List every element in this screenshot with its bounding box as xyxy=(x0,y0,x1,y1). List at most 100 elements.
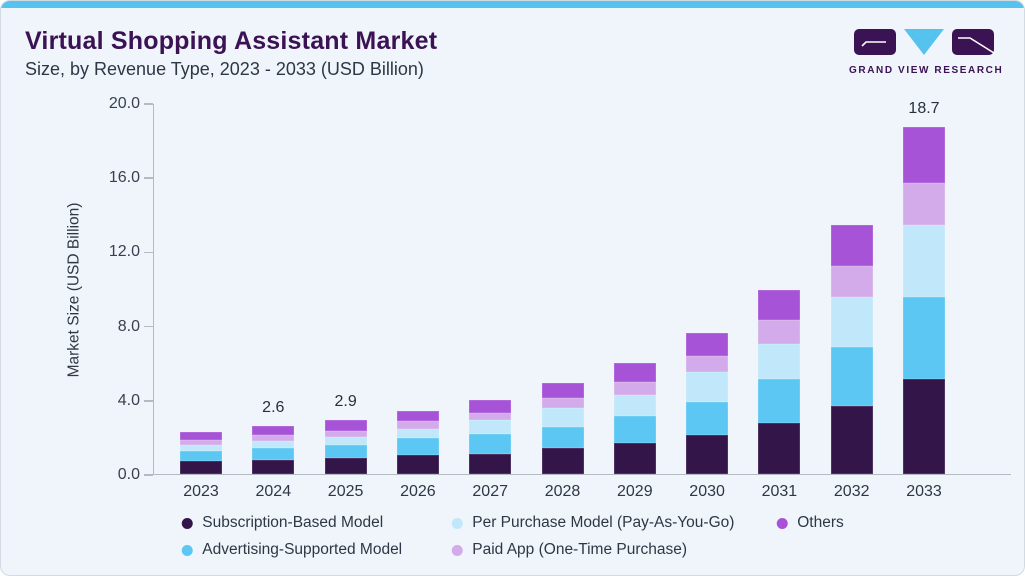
legend-item: Subscription-Based Model xyxy=(181,510,451,536)
bar-segment xyxy=(324,431,367,437)
y-axis-tick-label: 0.0 xyxy=(117,466,140,483)
grand-view-research-logo: GRAND VIEW RESEARCH xyxy=(849,27,1004,76)
bar-segment xyxy=(541,397,584,409)
x-axis-category-label: 2032 xyxy=(833,483,870,500)
top-accent-bar xyxy=(1,1,1024,8)
y-axis-tick-label: 16.0 xyxy=(108,169,140,187)
bar-segment xyxy=(903,296,945,380)
y-axis-tick xyxy=(144,400,153,402)
bar-segment xyxy=(252,460,295,474)
bar-segment xyxy=(180,431,222,440)
y-axis-tick-label: 8.0 xyxy=(117,317,140,335)
bar-segment xyxy=(252,425,295,436)
bar-segment xyxy=(469,412,512,421)
logo-wordmark: GRAND VIEW RESEARCH xyxy=(849,65,1004,76)
bar-segment xyxy=(758,344,801,380)
bar-segment xyxy=(613,395,656,416)
bar-segment xyxy=(469,420,512,435)
legend-color-dot xyxy=(181,544,193,556)
bar-segment xyxy=(180,444,222,451)
bar-segment xyxy=(903,225,945,297)
bar-segment xyxy=(396,429,439,438)
y-axis-title: Market Size (USD Billion) xyxy=(63,104,85,475)
bar-segment xyxy=(324,436,367,446)
legend-color-dot xyxy=(181,517,193,529)
bar-segment xyxy=(830,406,873,474)
bar-segment xyxy=(469,453,512,474)
page-subtitle: Size, by Revenue Type, 2023 - 2033 (USD … xyxy=(25,59,424,79)
legend-label: Subscription-Based Model xyxy=(202,514,384,531)
legend-label: Paid App (One-Time Purchase) xyxy=(472,541,688,558)
legend-label: Advertising-Supported Model xyxy=(202,541,403,558)
y-axis-tick xyxy=(144,474,153,476)
bar-segment xyxy=(396,421,439,430)
bar-segment xyxy=(252,448,295,461)
bar-segment xyxy=(469,434,512,454)
x-axis-category-label: 2030 xyxy=(689,483,725,500)
bar-segment xyxy=(686,371,729,402)
bar-segment xyxy=(903,379,945,474)
bar-segment xyxy=(541,448,584,474)
y-axis-title-text: Market Size (USD Billion) xyxy=(65,202,83,377)
bar-segment xyxy=(252,440,295,449)
y-axis-tick xyxy=(144,251,153,254)
bar-segment xyxy=(541,408,584,427)
bar-segment xyxy=(324,420,367,432)
bar-segment xyxy=(613,382,656,396)
bar-segment xyxy=(396,455,439,474)
legend-color-dot xyxy=(451,544,463,556)
x-axis-category-label: 2028 xyxy=(544,483,581,500)
bar-segment xyxy=(613,443,656,474)
legend-label: Per Purchase Model (Pay-As-You-Go) xyxy=(472,514,735,531)
bar-segment xyxy=(758,423,801,474)
bar-segment xyxy=(830,266,873,297)
x-axis-category-label: 2029 xyxy=(617,483,653,500)
bar-segment xyxy=(252,435,295,441)
bar-segment xyxy=(180,439,222,445)
legend-item: Advertising-Supported Model xyxy=(181,537,451,563)
x-axis-category-label: 2024 xyxy=(255,483,292,500)
y-axis-tick-label: 12.0 xyxy=(108,243,140,261)
bar-segment xyxy=(541,426,584,449)
bar-segment xyxy=(180,461,222,474)
y-axis-tick-label: 4.0 xyxy=(117,391,140,409)
x-axis-category-label: 2027 xyxy=(472,483,508,500)
bar-segment xyxy=(324,445,367,459)
bar-segment xyxy=(469,399,512,413)
legend-item: Per Purchase Model (Pay-As-You-Go) xyxy=(451,510,776,536)
legend-item: Paid App (One-Time Purchase) xyxy=(451,537,776,563)
bar-segment xyxy=(758,320,801,345)
legend-color-dot xyxy=(451,517,463,529)
legend-color-dot xyxy=(776,517,788,529)
bar-segment xyxy=(830,346,873,407)
x-axis-category-label: 2025 xyxy=(327,483,364,500)
bar-segment xyxy=(396,437,439,456)
plot-area: 0.0 4.0 8.0 12.0 16.0 20.0 2023 2024 2.6 2025 2.9 2… xyxy=(109,95,1011,500)
bar-segment xyxy=(903,182,945,226)
gvr-logo-icon xyxy=(853,29,994,55)
y-axis-tick xyxy=(144,177,153,179)
x-axis-category-label: 2026 xyxy=(400,483,436,500)
bar-segment xyxy=(324,458,367,474)
bar-segment xyxy=(758,290,801,321)
bar-segment xyxy=(903,127,945,183)
bar-segment xyxy=(686,333,729,357)
y-axis-tick xyxy=(144,325,153,328)
bar-segment xyxy=(396,410,439,422)
bar-total-label: 2.9 xyxy=(334,393,357,411)
y-axis-tick-label: 20.0 xyxy=(108,95,140,112)
bar-segment xyxy=(758,379,801,423)
x-axis-category-label: 2031 xyxy=(761,483,798,500)
legend-label: Others xyxy=(797,514,844,531)
bar-segment xyxy=(686,356,729,372)
bar-segment xyxy=(180,450,222,462)
bar-segment xyxy=(830,225,873,267)
legend-item: Others xyxy=(776,510,844,536)
bar-segment xyxy=(686,401,729,436)
x-axis-category-label: 2033 xyxy=(906,483,942,500)
chart-legend: Subscription-Based Model Per Purchase Mod… xyxy=(181,510,844,563)
bar-segment xyxy=(686,435,729,474)
bar-segment xyxy=(613,362,656,383)
bar-segment xyxy=(541,383,584,398)
